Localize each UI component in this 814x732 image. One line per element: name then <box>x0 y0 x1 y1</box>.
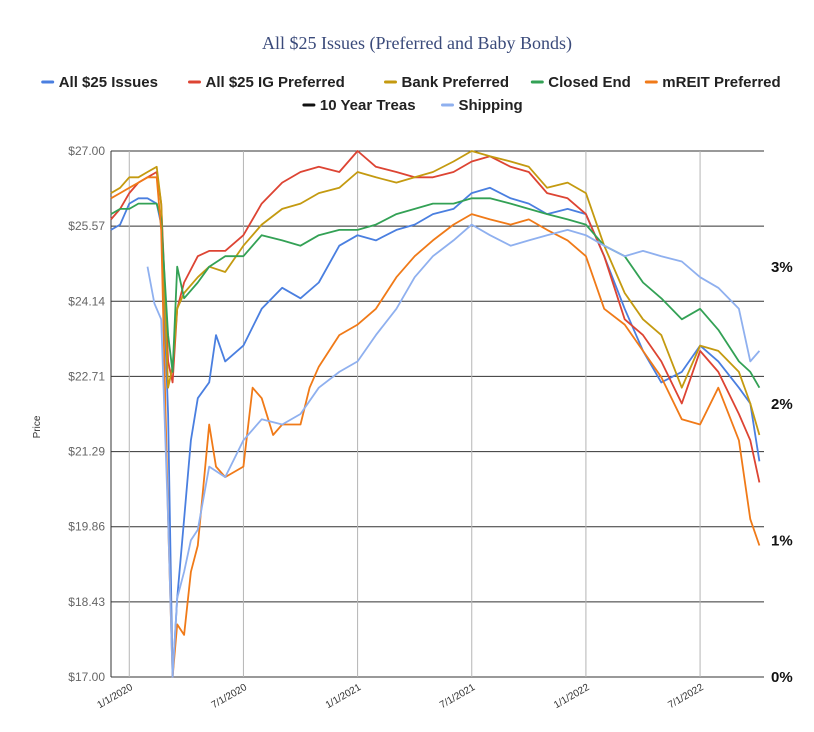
legend-label: mREIT Preferred <box>662 74 780 91</box>
series-line-all-25-ig-preferred <box>110 150 761 483</box>
right-tick-labels: 3% 2% 1% 0% <box>771 259 793 686</box>
legend-label: All $25 Issues <box>59 74 158 91</box>
y-tick-label: $25.57 <box>68 219 105 233</box>
legend-label: Shipping <box>459 97 523 114</box>
legend-label: Closed End <box>548 74 631 91</box>
right-tick-label: 1% <box>771 532 793 549</box>
series-line-all-25-issues <box>110 186 761 678</box>
y-tick-label: $24.14 <box>68 294 105 308</box>
y-tick-label: $21.29 <box>68 445 105 459</box>
plot-area <box>111 151 764 677</box>
y-tick-label: $22.71 <box>68 369 105 383</box>
grid-layer <box>110 150 764 678</box>
y-tick-labels: $27.00 $25.57 $24.14 $22.71 $21.29 $19.86 $18.… <box>68 144 105 684</box>
legend-label: All $25 IG Preferred <box>206 74 345 91</box>
series-line-closed-end <box>110 197 761 389</box>
y-tick-label: $18.43 <box>68 595 105 609</box>
y-axis-label: Price <box>32 415 43 438</box>
legend: All $25 Issues All $25 IG Preferred Bank P… <box>41 74 781 114</box>
y-tick-label: $17.00 <box>68 670 105 684</box>
series-line-shipping <box>146 223 761 678</box>
y-tick-label: $19.86 <box>68 520 105 534</box>
legend-label: Bank Preferred <box>402 74 510 91</box>
y-tick-label: $27.00 <box>68 144 105 158</box>
chart-title: All $25 Issues (Preferred and Baby Bonds… <box>262 33 572 54</box>
legend-label: 10 Year Treas <box>320 97 416 114</box>
right-tick-label: 2% <box>771 396 793 413</box>
right-tick-label: 3% <box>771 259 793 276</box>
series-line-bank-preferred <box>110 150 761 436</box>
series-lines <box>110 150 761 678</box>
right-tick-label: 0% <box>771 669 793 686</box>
